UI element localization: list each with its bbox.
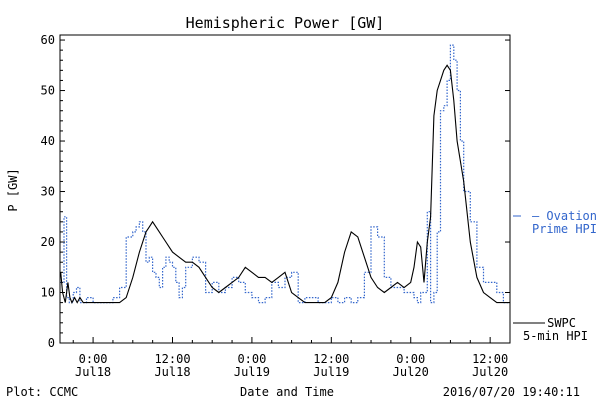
y-tick-label: 0 <box>48 336 55 350</box>
ovation-legend-label: — Ovation Prime HPI <box>513 209 597 236</box>
x-tick-date-label: Jul20 <box>472 365 508 379</box>
x-tick-date-label: Jul20 <box>393 365 429 379</box>
plot-timestamp: 2016/07/20 19:40:11 <box>443 385 580 399</box>
series-line-swpc <box>60 64 510 304</box>
y-axis-label: P [GW] <box>6 168 20 211</box>
y-tick-label: 30 <box>41 185 55 199</box>
y-tick-label: 20 <box>41 235 55 249</box>
y-axis-ticks: 0 10 20 30 40 50 60 <box>41 33 510 350</box>
series-layer <box>60 44 510 304</box>
x-tick-time-label: 0:00 <box>237 352 266 366</box>
swpc-legend-label: SWPC 5-min HPI <box>513 316 588 343</box>
x-tick-time-label: 12:00 <box>472 352 508 366</box>
ovation-label-line1: — Ovation <box>532 209 597 223</box>
swpc-label-line1: SWPC <box>547 316 576 330</box>
chart-title: Hemispheric Power [GW] <box>186 14 385 32</box>
swpc-label-line2: 5-min HPI <box>523 329 588 343</box>
y-tick-label: 60 <box>41 33 55 47</box>
x-tick-time-label: 0:00 <box>396 352 425 366</box>
y-tick-label: 10 <box>41 286 55 300</box>
y-tick-label: 50 <box>41 84 55 98</box>
plot-credit: Plot: CCMC <box>6 385 78 399</box>
x-tick-time-label: 12:00 <box>154 352 190 366</box>
x-tick-date-label: Jul18 <box>75 365 111 379</box>
x-tick-time-label: 12:00 <box>313 352 349 366</box>
x-tick-date-label: Jul18 <box>154 365 190 379</box>
series-line-ovation <box>60 44 510 304</box>
ovation-label-line2: Prime HPI <box>532 222 597 236</box>
x-tick-time-label: 0:00 <box>79 352 108 366</box>
x-axis-ticks: 0:00Jul1812:00Jul180:00Jul1912:00Jul190:… <box>72 337 511 379</box>
y-tick-label: 40 <box>41 134 55 148</box>
x-tick-date-label: Jul19 <box>313 365 349 379</box>
x-tick-date-label: Jul19 <box>234 365 270 379</box>
plot-frame <box>59 34 511 344</box>
x-axis-label: Date and Time <box>240 385 334 399</box>
